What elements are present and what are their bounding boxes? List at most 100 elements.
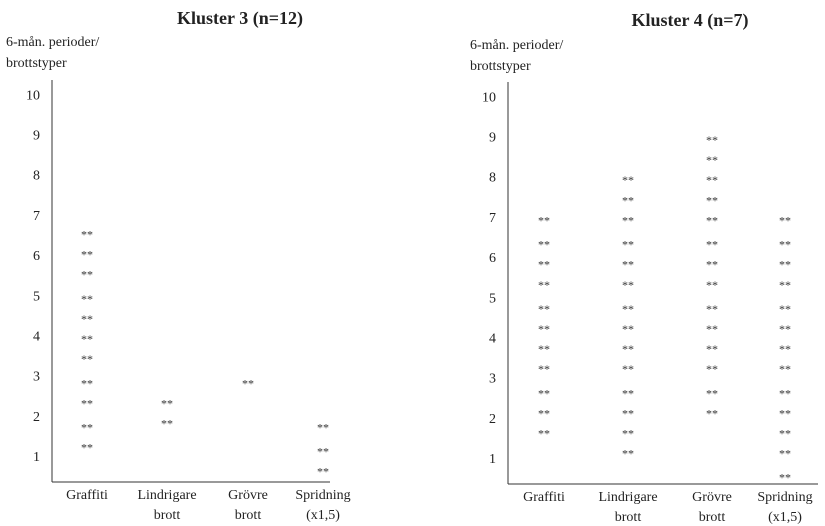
x-tick-label: (x1,5)	[306, 508, 340, 523]
dot-mark: **	[779, 386, 791, 400]
dot-mark: **	[779, 322, 791, 336]
dot-mark: **	[538, 213, 550, 227]
chart-title: Kluster 4 (n=7)	[632, 10, 749, 31]
y-tick-label: 1	[33, 450, 40, 465]
dot-mark: **	[622, 302, 634, 316]
dot-mark: **	[779, 362, 791, 376]
dot-mark: **	[317, 445, 329, 459]
y-tick-label: 9	[489, 130, 496, 145]
x-tick-label: brott	[699, 510, 726, 525]
y-axis-label: brottstyper	[470, 59, 531, 74]
x-tick-label: (x1,5)	[768, 510, 802, 525]
dot-mark: **	[81, 268, 93, 282]
x-tick-label: Grövre	[692, 490, 732, 505]
dot-mark: **	[81, 420, 93, 434]
dot-mark: **	[81, 292, 93, 306]
y-tick-label: 1	[489, 452, 496, 467]
y-axis-label: 6-mån. perioder/	[470, 38, 563, 53]
dot-mark: **	[622, 447, 634, 461]
dot-mark: **	[317, 420, 329, 434]
dot-mark: **	[706, 342, 718, 356]
x-tick-label: Lindrigare	[137, 488, 196, 503]
dot-mark: **	[538, 362, 550, 376]
chart-title: Kluster 3 (n=12)	[177, 8, 303, 29]
dot-mark: **	[538, 426, 550, 440]
x-tick-label: Lindrigare	[598, 490, 657, 505]
dot-mark: **	[81, 228, 93, 242]
dot-mark: **	[622, 322, 634, 336]
y-tick-label: 5	[489, 291, 496, 306]
dot-mark: **	[622, 173, 634, 187]
x-tick-label: Grövre	[228, 488, 268, 503]
y-tick-label: 8	[489, 171, 496, 186]
y-tick-label: 2	[489, 412, 496, 427]
dot-mark: **	[779, 278, 791, 292]
y-tick-label: 2	[33, 410, 40, 425]
dot-mark: **	[706, 278, 718, 292]
dot-mark: **	[81, 312, 93, 326]
dot-mark: **	[779, 471, 791, 485]
dot-mark: **	[622, 426, 634, 440]
y-tick-label: 8	[33, 169, 40, 184]
dot-mark: **	[706, 258, 718, 272]
dot-mark: **	[706, 406, 718, 420]
x-tick-label: brott	[615, 510, 642, 525]
x-tick-label: Graffiti	[523, 490, 565, 505]
dot-mark: **	[538, 278, 550, 292]
dot-mark: **	[622, 238, 634, 252]
dot-mark: **	[622, 258, 634, 272]
y-tick-label: 10	[26, 88, 40, 103]
dot-mark: **	[779, 302, 791, 316]
dot-mark: **	[706, 302, 718, 316]
y-tick-label: 3	[489, 372, 496, 387]
x-tick-label: brott	[154, 508, 181, 523]
x-tick-label: Spridning	[757, 490, 812, 505]
dot-mark: **	[161, 396, 173, 410]
dot-mark: **	[779, 426, 791, 440]
y-axis-label: brottstyper	[6, 56, 67, 71]
y-tick-label: 3	[33, 370, 40, 385]
y-tick-label: 5	[33, 289, 40, 304]
dot-mark: **	[779, 238, 791, 252]
y-tick-label: 7	[489, 211, 496, 226]
y-tick-label: 9	[33, 128, 40, 143]
dot-mark: **	[81, 248, 93, 262]
dot-mark: **	[706, 213, 718, 227]
dot-mark: **	[779, 447, 791, 461]
dot-mark: **	[81, 352, 93, 366]
dot-mark: **	[538, 406, 550, 420]
y-axis-label: 6-mån. perioder/	[6, 35, 99, 50]
dot-mark: **	[538, 322, 550, 336]
dot-mark: **	[81, 441, 93, 455]
y-tick-label: 10	[482, 90, 496, 105]
dot-mark: **	[622, 386, 634, 400]
dot-mark: **	[779, 258, 791, 272]
dot-mark: **	[538, 258, 550, 272]
dot-mark: **	[538, 342, 550, 356]
dot-mark: **	[538, 302, 550, 316]
y-tick-label: 4	[33, 329, 40, 344]
dot-mark: **	[779, 342, 791, 356]
dot-mark: **	[538, 386, 550, 400]
dot-mark: **	[706, 193, 718, 207]
dot-mark: **	[706, 322, 718, 336]
dot-mark: **	[706, 238, 718, 252]
dot-mark: **	[161, 416, 173, 430]
y-tick-label: 7	[33, 209, 40, 224]
dot-mark: **	[706, 133, 718, 147]
dot-mark: **	[622, 342, 634, 356]
dot-mark: **	[317, 465, 329, 479]
dot-mark: **	[706, 362, 718, 376]
dot-mark: **	[706, 153, 718, 167]
dot-mark: **	[538, 238, 550, 252]
y-tick-label: 4	[489, 331, 496, 346]
x-tick-label: Spridning	[295, 488, 350, 503]
dot-mark: **	[622, 278, 634, 292]
dot-mark: **	[779, 213, 791, 227]
y-tick-label: 6	[489, 251, 496, 266]
dot-mark: **	[622, 213, 634, 227]
x-tick-label: brott	[235, 508, 262, 523]
y-tick-label: 6	[33, 249, 40, 264]
dot-mark: **	[706, 386, 718, 400]
